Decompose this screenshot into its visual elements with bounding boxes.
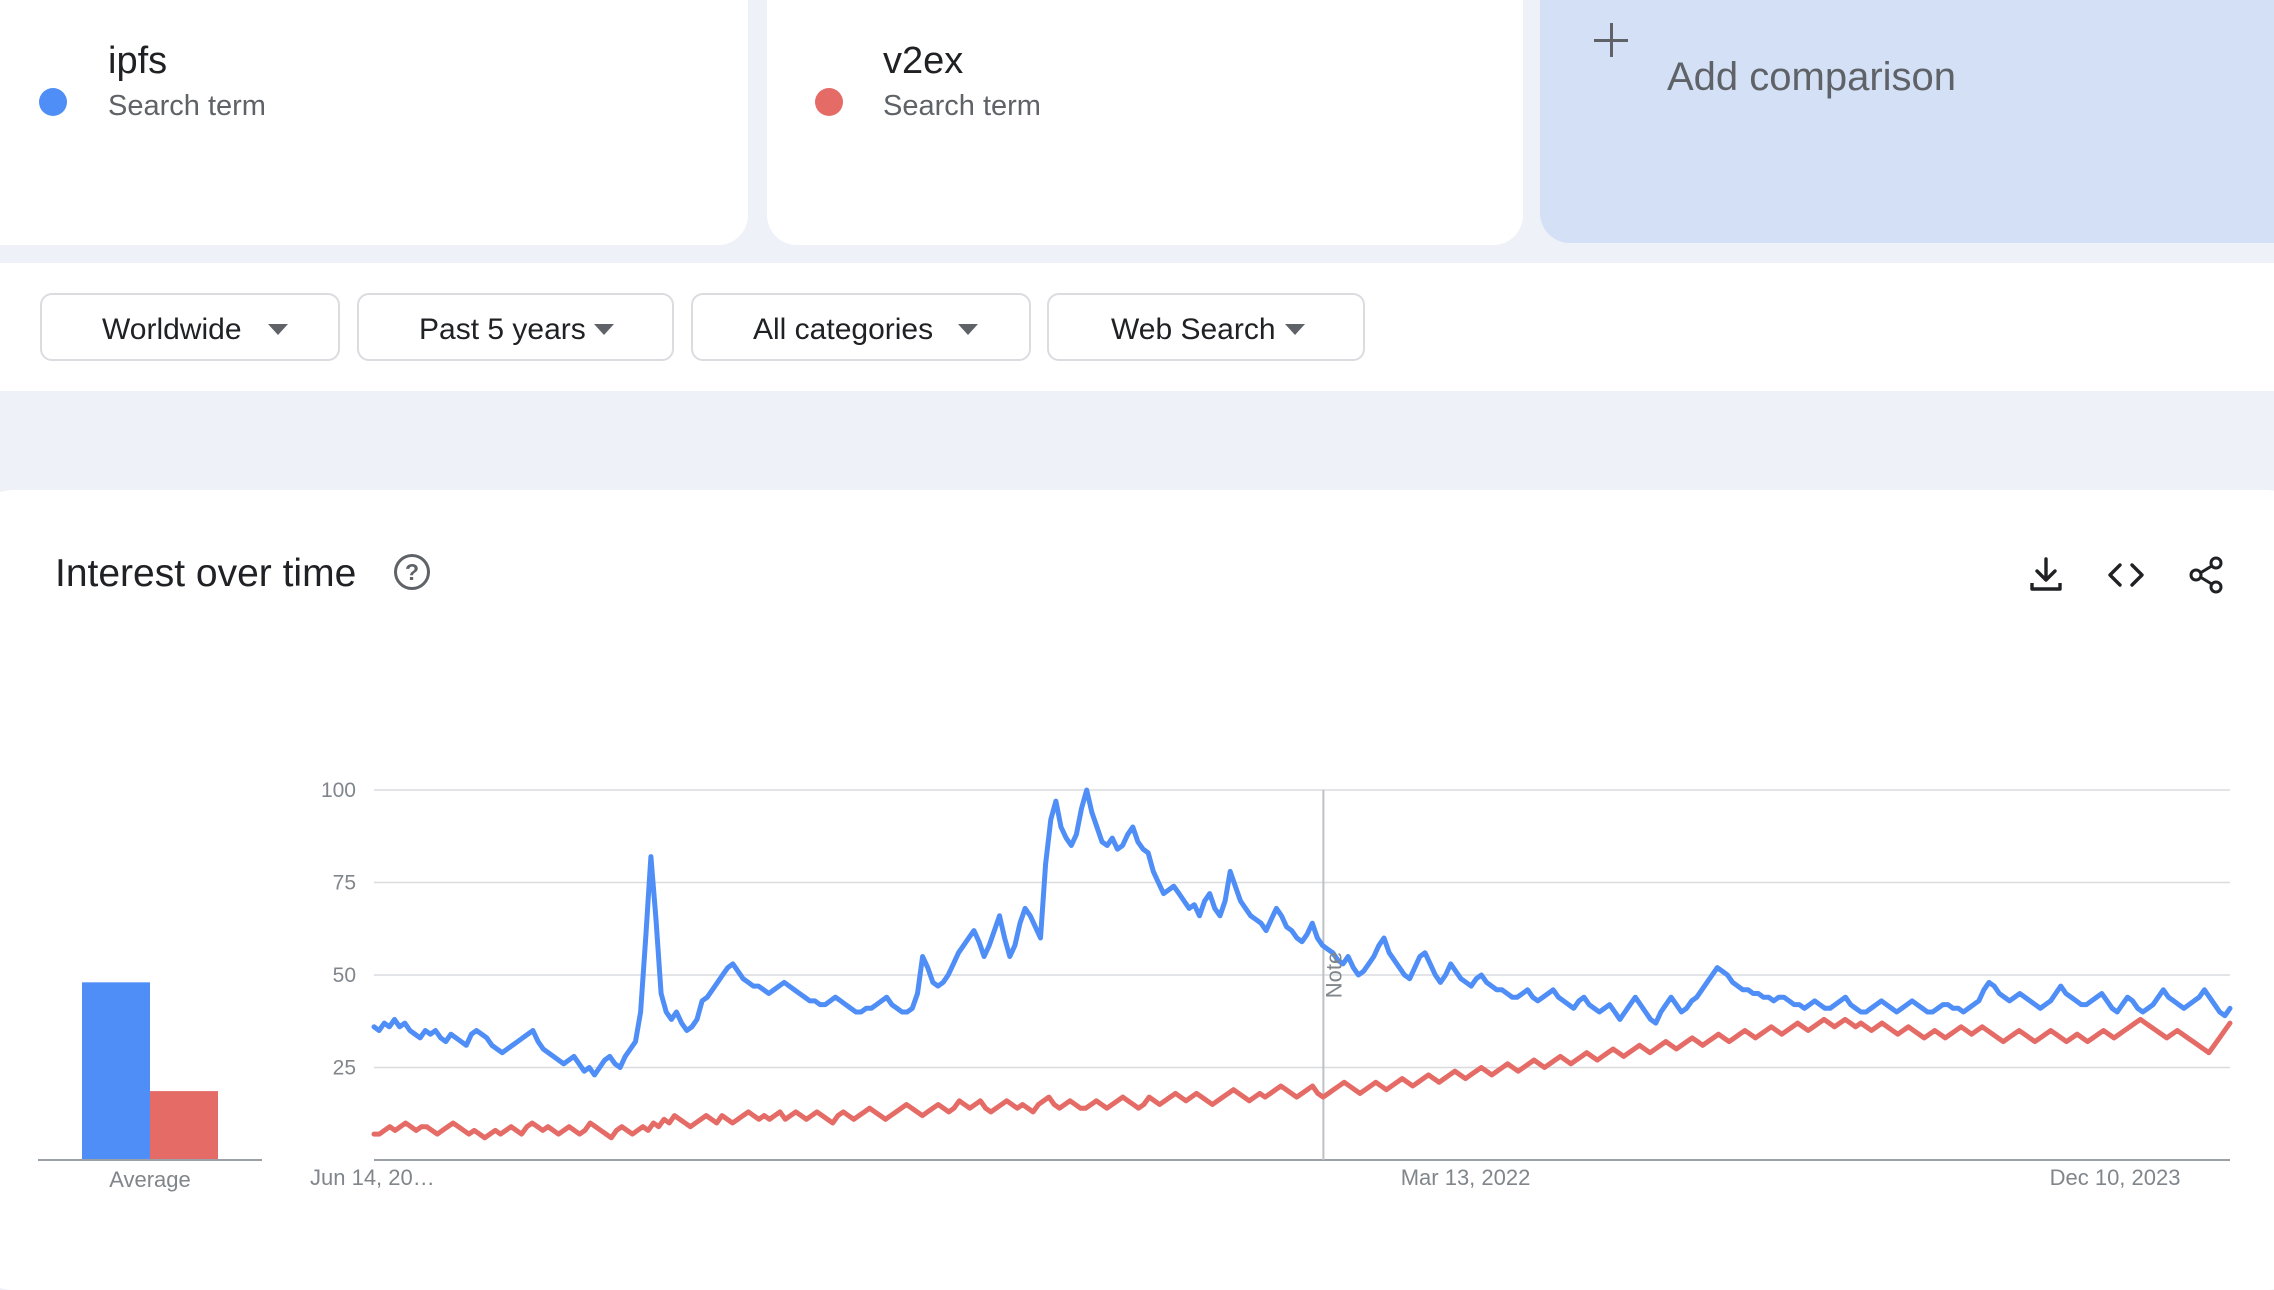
term-color-dot (39, 88, 67, 116)
average-label: Average (109, 1167, 191, 1192)
filter-label: Web Search (1111, 313, 1276, 346)
x-tick-label: Mar 13, 2022 (1401, 1165, 1531, 1190)
series-line-ipfs (371, 787, 2233, 1078)
average-bar-ipfs (82, 982, 150, 1160)
filter-category[interactable]: All categories (691, 293, 1031, 361)
share-icon[interactable] (2186, 555, 2226, 595)
average-bar-v2ex (150, 1091, 218, 1160)
add-comparison-button[interactable]: Add comparison (1540, 0, 2274, 243)
term-color-dot (815, 88, 843, 116)
term-subtitle: Search term (108, 90, 266, 122)
annotation-label: Note (1321, 952, 1346, 998)
filter-time-range[interactable]: Past 5 years (357, 293, 674, 361)
series-line-v2ex (371, 1016, 2233, 1141)
section-title: Interest over time (55, 552, 357, 595)
term-name: ipfs (108, 40, 168, 82)
help-icon[interactable]: ? (394, 554, 430, 590)
y-tick-label: 25 (333, 1057, 356, 1080)
search-term-card-v2ex[interactable]: v2ex Search term (767, 0, 1523, 245)
dropdown-arrow-icon (594, 324, 614, 335)
add-comparison-label: Add comparison (1667, 55, 1957, 99)
filter-label: All categories (753, 313, 934, 346)
y-tick-label: 100 (321, 779, 356, 802)
search-term-card-ipfs[interactable]: ipfs Search term (0, 0, 748, 245)
y-tick-label: 75 (333, 872, 356, 895)
x-tick-label: Jun 14, 20… (310, 1165, 435, 1190)
filter-location[interactable]: Worldwide (40, 293, 340, 361)
dropdown-arrow-icon (268, 324, 288, 335)
filter-search-type[interactable]: Web Search (1047, 293, 1365, 361)
y-tick-label: 50 (333, 964, 356, 987)
filter-label: Past 5 years (419, 313, 586, 346)
x-tick-label: Dec 10, 2023 (2050, 1165, 2181, 1190)
interest-over-time-card (0, 490, 2274, 1290)
filter-label: Worldwide (102, 313, 242, 346)
dropdown-arrow-icon (958, 324, 978, 335)
term-subtitle: Search term (883, 90, 1041, 122)
term-name: v2ex (883, 40, 964, 82)
download-icon[interactable] (2026, 555, 2066, 595)
plus-icon (1594, 23, 1628, 57)
interest-over-time-chart: 25 50 75 100 Jun 14, 20… Mar 13, 2022 Dec 10, … (38, 779, 2233, 1192)
embed-icon[interactable] (2106, 555, 2146, 595)
dropdown-arrow-icon (1285, 324, 1305, 335)
